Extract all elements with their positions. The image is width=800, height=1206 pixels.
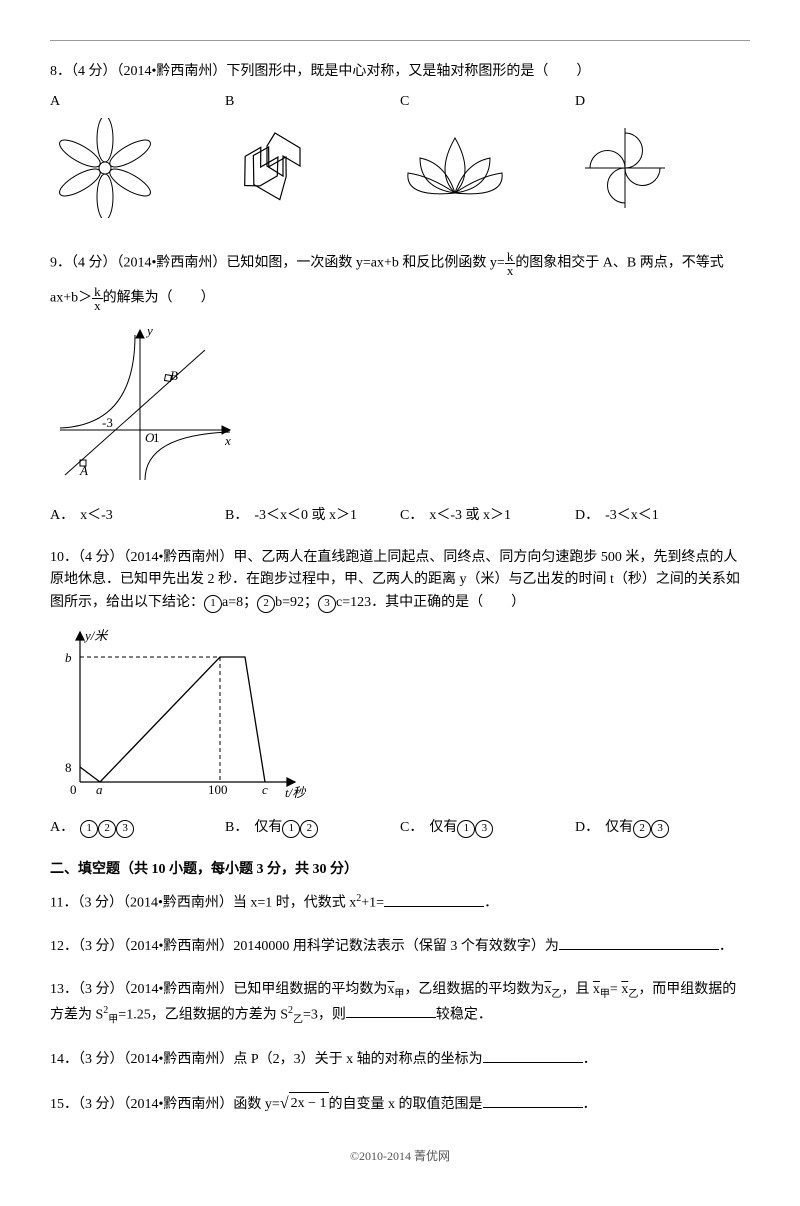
svg-text:a: a — [96, 782, 103, 797]
question-15: 15．（3 分）（2014•黔西南州）函数 y=√2x − 1的自变量 x 的取… — [50, 1091, 750, 1117]
flower-icon — [50, 118, 160, 226]
sqrt-icon: √2x − 1 — [280, 1091, 329, 1117]
svg-text:-3: -3 — [102, 415, 113, 430]
blank — [346, 1003, 436, 1018]
q10-d-text: 仅有23 — [605, 817, 669, 839]
pinwheel-icon — [575, 118, 675, 226]
q8-choice-b: B — [225, 91, 400, 230]
label-d: D — [575, 505, 585, 527]
q10-a-text: 123 — [80, 817, 134, 839]
label-c: C — [400, 505, 409, 527]
question-12: 12．（3 分）（2014•黔西南州）20140000 用科学记数法表示（保留 … — [50, 935, 750, 958]
lotus-icon — [400, 118, 510, 216]
svg-text:y: y — [145, 323, 153, 338]
q9-a-text: x＜-3 — [80, 505, 113, 527]
q10-c-text: 仅有13 — [429, 817, 493, 839]
question-14: 14．（3 分）（2014•黔西南州）点 P（2，3）关于 x 轴的对称点的坐标… — [50, 1048, 750, 1071]
q9-line1: 9．（4 分）（2014•黔西南州）已知如图，一次函数 y=ax+b 和反比例函… — [50, 250, 750, 277]
svg-text:b: b — [65, 650, 72, 665]
circled-2-icon: 2 — [257, 595, 275, 613]
svg-text:0: 0 — [70, 782, 77, 797]
fraction-icon: kx — [92, 285, 103, 312]
q9-graph: y x B A O -3 1 — [50, 320, 750, 498]
q10-choices: A．123 B．仅有12 C．仅有13 D．仅有23 — [50, 817, 750, 839]
section-2-title: 二、填空题（共 10 小题，每小题 3 分，共 30 分） — [50, 859, 750, 881]
q8-choice-c: C — [400, 91, 575, 220]
fraction-icon: kx — [505, 250, 516, 277]
label-a: A — [50, 817, 60, 839]
svg-text:100: 100 — [208, 782, 228, 797]
q8-choice-a: A — [50, 91, 225, 230]
blank — [483, 1093, 583, 1108]
question-9: 9．（4 分）（2014•黔西南州）已知如图，一次函数 y=ax+b 和反比例函… — [50, 250, 750, 527]
svg-text:c: c — [262, 782, 268, 797]
recycle-icon — [225, 118, 325, 226]
q9-c-text: x＜-3 或 x＞1 — [429, 505, 511, 527]
svg-text:x: x — [224, 433, 231, 448]
question-11: 11．（3 分）（2014•黔西南州）当 x=1 时，代数式 x2+1=． — [50, 891, 750, 915]
q8-choices: A B C D — [50, 91, 750, 230]
blank — [559, 935, 719, 950]
blank — [483, 1048, 583, 1063]
label-d: D — [575, 91, 585, 113]
q8-text: 8．（4 分）（2014•黔西南州）下列图形中，既是中心对称，又是轴对称图形的是… — [50, 61, 750, 83]
label-c: C — [400, 817, 409, 839]
label-a: A — [50, 505, 60, 527]
circled-1-icon: 1 — [204, 595, 222, 613]
label-c: C — [400, 91, 409, 113]
q8-choice-d: D — [575, 91, 750, 230]
label-b: B — [225, 505, 234, 527]
label-b: B — [225, 817, 234, 839]
question-13: 13．（3 分）（2014•黔西南州）已知甲组数据的平均数为x甲，乙组数据的平均… — [50, 979, 750, 1028]
svg-text:t/秒: t/秒 — [285, 785, 306, 800]
q9-b-text: -3＜x＜0 或 x＞1 — [254, 505, 357, 527]
question-10: 10．（4 分）（2014•黔西南州）甲、乙两人在直线跑道上同起点、同终点、同方… — [50, 547, 750, 839]
q10-b-text: 仅有12 — [254, 817, 318, 839]
label-b: B — [225, 91, 234, 113]
q9-line2: ax+b＞kx的解集为（ ） — [50, 285, 750, 312]
page-footer: ©2010-2014 菁优网 — [50, 1147, 750, 1166]
blank — [384, 892, 484, 907]
label-a: A — [50, 91, 60, 113]
svg-text:y/米: y/米 — [83, 628, 109, 643]
q9-d-text: -3＜x＜1 — [605, 505, 659, 527]
q10-graph: y/米 t/秒 b 8 0 a 100 c — [50, 622, 750, 810]
circled-3-icon: 3 — [318, 595, 336, 613]
question-8: 8．（4 分）（2014•黔西南州）下列图形中，既是中心对称，又是轴对称图形的是… — [50, 61, 750, 230]
q10-text: 10．（4 分）（2014•黔西南州）甲、乙两人在直线跑道上同起点、同终点、同方… — [50, 547, 750, 614]
svg-text:8: 8 — [65, 760, 72, 775]
label-d: D — [575, 817, 585, 839]
svg-text:1: 1 — [153, 430, 160, 445]
q9-choices: A．x＜-3 B．-3＜x＜0 或 x＞1 C．x＜-3 或 x＞1 D．-3＜… — [50, 505, 750, 527]
